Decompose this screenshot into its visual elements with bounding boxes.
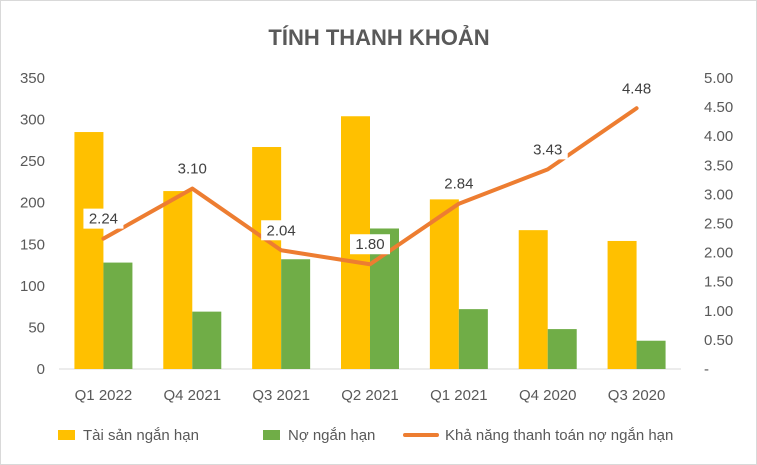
y-right-tick-label: 5.00: [704, 70, 733, 87]
legend-label: Tài sản ngắn hạn: [83, 427, 199, 444]
chart-title: TÍNH THANH KHOẢN: [268, 25, 489, 50]
y-right-tick-label: 3.50: [704, 157, 733, 174]
bar-current-liabilities: [547, 329, 577, 369]
data-label-bg: [350, 234, 390, 255]
x-tick-label: Q4 2021: [164, 387, 222, 404]
y-right-tick-label: 3.00: [704, 186, 733, 203]
y-left-tick-label: 300: [20, 112, 45, 129]
y-left-tick-label: 100: [20, 278, 45, 295]
data-label: 3.43: [533, 141, 562, 158]
y-left-tick-label: 200: [20, 195, 45, 212]
bar-current-assets: [518, 230, 548, 369]
bar-current-liabilities: [103, 262, 133, 369]
y-right-tick-label: 2.50: [704, 216, 733, 233]
data-label-bg: [527, 139, 568, 160]
x-tick-label: Q1 2022: [75, 387, 133, 404]
bar-current-liabilities: [192, 311, 222, 369]
plot-area: 0 50 100 150 200 250 300 350 - 0.50 1.00 1.50 2.00 2.…: [20, 70, 733, 404]
data-label: 4.48: [622, 80, 651, 97]
bar-current-assets: [163, 191, 193, 369]
line-liquidity-ratio: [101, 106, 639, 267]
legend-label: Khả năng thanh toán nợ ngắn hạn: [445, 427, 673, 444]
y-right-tick-label: 0.50: [704, 332, 733, 349]
bar-current-liabilities: [458, 309, 488, 369]
bar-current-assets: [74, 132, 104, 369]
legend-label: Nợ ngắn hạn: [288, 427, 375, 444]
y-right-tick-label: 4.50: [704, 99, 733, 116]
data-label: 3.10: [178, 161, 207, 178]
bar-current-assets: [252, 147, 282, 369]
x-tick-label: Q2 2021: [341, 387, 399, 404]
bar-current-liabilities: [281, 259, 311, 369]
bar-current-liabilities: [636, 340, 666, 369]
y-left-tick-label: 250: [20, 153, 45, 170]
data-label-bg: [438, 173, 479, 194]
legend-swatch: [58, 430, 75, 440]
y-left-tick-label: 50: [28, 319, 45, 336]
data-label-bg: [172, 158, 213, 179]
data-label-bg: [616, 78, 657, 99]
data-label-bg: [83, 208, 124, 229]
y-left-tick-label: 0: [37, 361, 45, 378]
y-left-tick-label: 350: [20, 70, 45, 87]
y-right-tick-label: 1.50: [704, 274, 733, 291]
bar-current-assets: [607, 240, 637, 369]
y-right-tick-label: 1.00: [704, 303, 733, 320]
data-label: 1.80: [355, 236, 384, 253]
data-label-bg: [261, 220, 302, 241]
bar-current-assets: [429, 199, 459, 369]
data-label: 2.04: [267, 222, 296, 239]
x-tick-label: Q3 2021: [252, 387, 310, 404]
data-label: 2.84: [444, 176, 473, 193]
data-label: 2.24: [89, 211, 118, 228]
y-left-tick-label: 150: [20, 236, 45, 253]
legend: Tài sản ngắn hạn Nợ ngắn hạn Khả năng than…: [58, 427, 673, 444]
x-tick-label: Q1 2021: [430, 387, 488, 404]
y-right-tick-label: 4.00: [704, 128, 733, 145]
y-right-tick-label: 2.00: [704, 245, 733, 262]
x-tick-label: Q4 2020: [519, 387, 577, 404]
legend-swatch: [263, 430, 280, 440]
y-right-tick-label: -: [704, 361, 709, 378]
x-tick-label: Q3 2020: [608, 387, 666, 404]
